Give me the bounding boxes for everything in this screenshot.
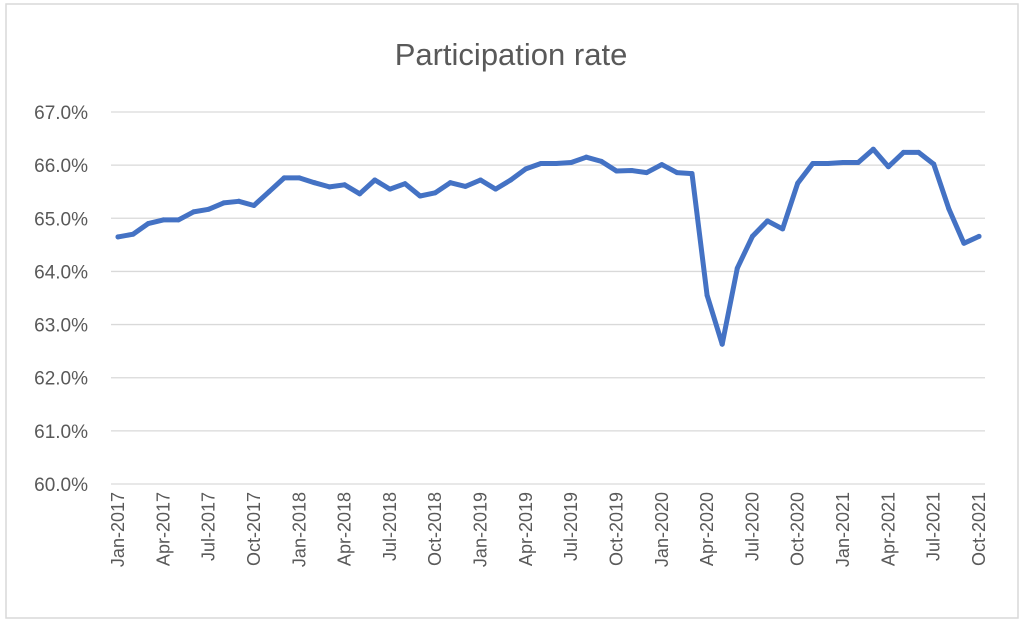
data-point <box>674 170 680 176</box>
data-point <box>855 159 861 165</box>
data-point <box>296 175 302 181</box>
data-point <box>432 190 438 196</box>
data-point <box>765 218 771 224</box>
x-tick-label: Jan-2017 <box>108 492 128 567</box>
data-point <box>825 161 831 167</box>
data-point <box>326 184 332 190</box>
data-point <box>523 166 529 172</box>
data-point <box>613 168 619 174</box>
data-point <box>583 154 589 160</box>
x-tick-label: Jul-2021 <box>924 492 944 561</box>
data-point <box>372 177 378 183</box>
data-point <box>311 180 317 186</box>
x-tick-label: Jul-2019 <box>561 492 581 561</box>
series-line <box>115 146 982 347</box>
data-point <box>553 161 559 167</box>
data-point <box>206 206 212 212</box>
data-point <box>689 171 695 177</box>
data-point <box>478 177 484 183</box>
data-point <box>357 191 363 197</box>
data-point <box>538 161 544 167</box>
y-tick-label: 64.0% <box>34 262 88 283</box>
data-point <box>704 292 710 298</box>
data-point <box>900 149 906 155</box>
data-point <box>387 186 393 192</box>
data-point <box>342 182 348 188</box>
data-point <box>236 198 242 204</box>
data-point <box>130 231 136 237</box>
data-point <box>508 177 514 183</box>
x-tick-label: Oct-2017 <box>244 492 264 566</box>
data-point <box>160 217 166 223</box>
y-tick-label: 63.0% <box>34 316 88 337</box>
data-point <box>598 158 604 164</box>
data-point <box>175 217 181 223</box>
data-point <box>462 183 468 189</box>
data-point <box>447 180 453 186</box>
y-tick-label: 62.0% <box>34 369 88 390</box>
data-point <box>629 167 635 173</box>
y-tick-label: 60.0% <box>34 475 88 496</box>
data-point <box>417 193 423 199</box>
x-tick-label: Apr-2018 <box>335 492 355 566</box>
x-tick-label: Jan-2018 <box>289 492 309 567</box>
x-tick-label: Jul-2017 <box>199 492 219 561</box>
series-layer <box>115 146 982 347</box>
y-tick-label: 65.0% <box>34 209 88 230</box>
x-tick-label: Oct-2020 <box>788 492 808 566</box>
data-point <box>795 180 801 186</box>
data-point <box>749 233 755 239</box>
y-tick-label: 61.0% <box>34 422 88 443</box>
data-point <box>916 149 922 155</box>
x-tick-label: Apr-2021 <box>878 492 898 566</box>
data-point <box>780 226 786 232</box>
x-tick-label: Oct-2018 <box>425 492 445 566</box>
data-point <box>840 159 846 165</box>
data-point <box>191 209 197 215</box>
data-point <box>719 341 725 347</box>
x-tick-label: Apr-2019 <box>516 492 536 566</box>
x-tick-label: Oct-2021 <box>969 492 989 566</box>
x-tick-label: Jan-2019 <box>471 492 491 567</box>
x-axis-ticks: Jan-2017 Apr-2017 Jul-2017 Oct-2017 Jan-2018… <box>108 492 989 567</box>
data-point <box>568 159 574 165</box>
chart-title: Participation rate <box>395 37 628 72</box>
data-point <box>145 221 151 227</box>
data-point <box>734 265 740 271</box>
data-point <box>659 162 665 168</box>
data-point <box>493 186 499 192</box>
x-tick-label: Jan-2021 <box>833 492 853 567</box>
x-tick-label: Apr-2017 <box>153 492 173 566</box>
x-tick-label: Oct-2019 <box>606 492 626 566</box>
y-tick-label: 66.0% <box>34 156 88 177</box>
x-tick-label: Jan-2020 <box>652 492 672 567</box>
data-point <box>931 161 937 167</box>
data-point <box>644 170 650 176</box>
y-axis-ticks: 60.0% 61.0% 62.0% 63.0% 64.0% 65.0% 66.0% 67.0% <box>34 103 88 496</box>
data-point <box>870 146 876 152</box>
chart-border <box>5 3 1019 619</box>
data-point <box>221 200 227 206</box>
data-point <box>402 181 408 187</box>
data-point <box>961 240 967 246</box>
data-point <box>946 206 952 212</box>
data-point <box>251 203 257 209</box>
x-tick-label: Jul-2018 <box>380 492 400 561</box>
y-tick-label: 67.0% <box>34 103 88 124</box>
x-tick-label: Apr-2020 <box>697 492 717 566</box>
data-point <box>115 234 121 240</box>
data-point <box>266 189 272 195</box>
data-point <box>976 233 982 239</box>
data-point <box>810 161 816 167</box>
data-point <box>281 175 287 181</box>
x-tick-label: Jul-2020 <box>742 492 762 561</box>
data-point <box>885 164 891 170</box>
